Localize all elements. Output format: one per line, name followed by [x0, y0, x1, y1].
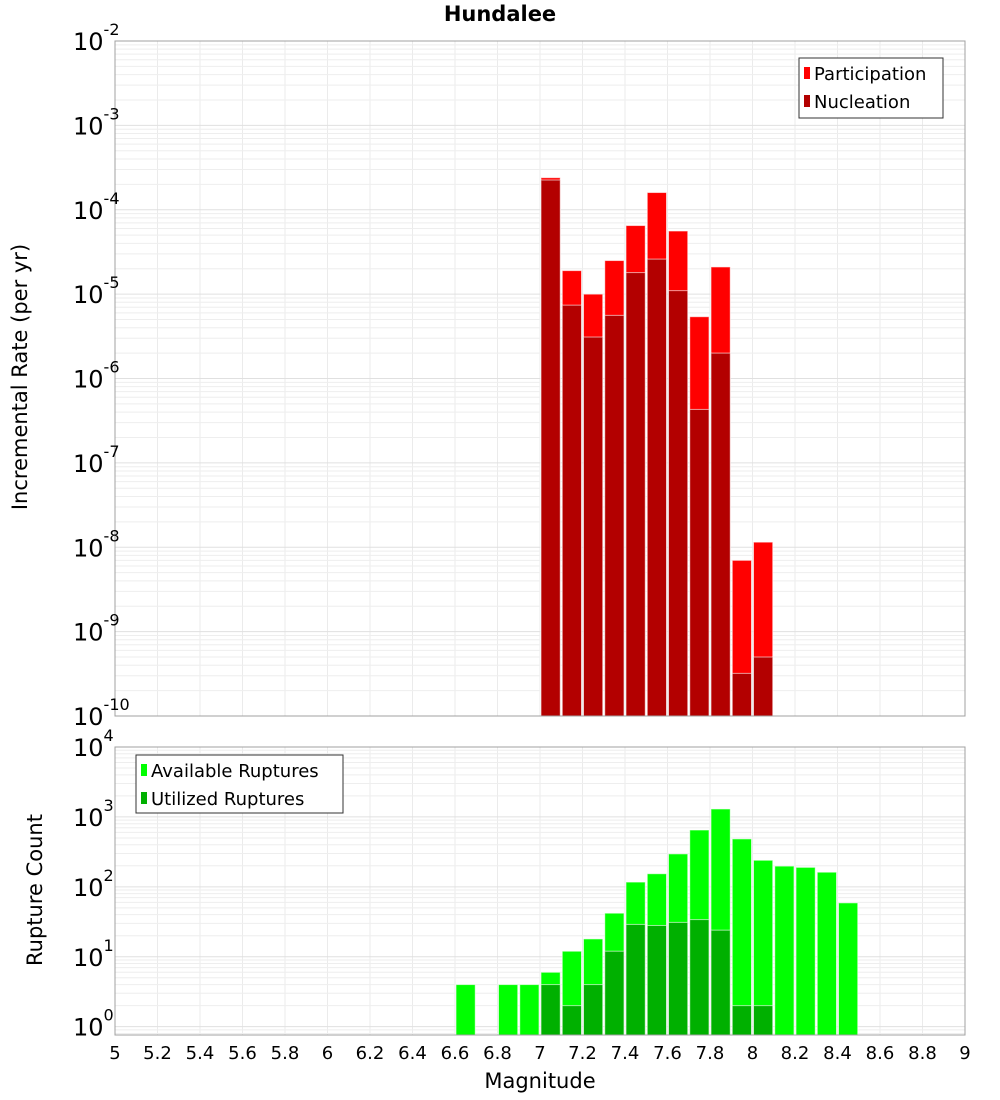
y-tick-label: 102: [73, 866, 114, 902]
x-axis-label: Magnitude: [484, 1069, 596, 1093]
x-tick-label: 8.4: [823, 1043, 852, 1064]
y-tick-exponent: -9: [104, 611, 120, 630]
y-tick-exponent: -6: [104, 358, 120, 377]
bar-available-ruptures: [498, 984, 519, 1036]
x-tick-label: 6: [322, 1043, 333, 1064]
y-tick-label: 103: [73, 796, 114, 832]
x-tick-label: 8.2: [781, 1043, 810, 1064]
y-tick-label: 10-7: [73, 442, 120, 478]
y-tick-label: 10-2: [73, 20, 120, 56]
y-tick-exponent: 4: [104, 726, 114, 745]
bar-nucleation: [561, 304, 582, 717]
bar-nucleation: [710, 352, 731, 717]
bar-utilized-ruptures: [625, 923, 646, 1036]
bar-available-ruptures: [774, 865, 795, 1036]
bar-utilized-ruptures: [540, 984, 561, 1036]
y-tick-label: 10-4: [73, 189, 120, 225]
bar-nucleation: [540, 179, 561, 717]
bar-utilized-ruptures: [731, 1005, 752, 1036]
y-tick-label: 10-5: [73, 273, 120, 309]
bar-nucleation: [604, 314, 625, 717]
plot-border: [114, 40, 966, 717]
bar-nucleation: [625, 272, 646, 717]
x-tick-label: 7: [534, 1043, 545, 1064]
x-tick-label: 6.2: [356, 1043, 385, 1064]
x-tick-label: 5.8: [271, 1043, 300, 1064]
x-tick-label: 7.2: [568, 1043, 597, 1064]
plot-border: [114, 746, 966, 1036]
y-tick-label: 101: [73, 936, 114, 972]
x-tick-label: 6.8: [483, 1043, 512, 1064]
bar-available-ruptures: [455, 984, 476, 1036]
legend-swatch: [804, 67, 810, 79]
bar-utilized-ruptures: [689, 919, 710, 1036]
y-tick-exponent: -3: [104, 104, 120, 123]
bar-utilized-ruptures: [561, 1005, 582, 1036]
bar-utilized-ruptures: [646, 924, 667, 1036]
x-tick-label: 5.6: [228, 1043, 257, 1064]
bar-available-ruptures: [838, 902, 859, 1036]
y-tick-exponent: -4: [104, 189, 120, 208]
bar-utilized-ruptures: [668, 921, 689, 1036]
x-tick-label: 8.6: [866, 1043, 895, 1064]
top-y-axis-label: Incremental Rate (per yr): [8, 243, 32, 511]
legend-swatch: [141, 764, 147, 776]
y-tick-label: 10-6: [73, 358, 120, 394]
x-tick-label: 5.4: [186, 1043, 215, 1064]
x-tick-label: 9: [959, 1043, 970, 1064]
y-tick-label: 10-8: [73, 526, 120, 562]
bar-nucleation: [753, 656, 774, 717]
bar-utilized-ruptures: [604, 950, 625, 1036]
bar-nucleation: [583, 336, 604, 717]
y-tick-exponent: -7: [104, 442, 120, 461]
legend-label: Nucleation: [814, 92, 910, 113]
x-tick-label: 7.6: [653, 1043, 682, 1064]
bar-nucleation: [731, 672, 752, 717]
bar-nucleation: [668, 290, 689, 717]
legend-label: Participation: [814, 64, 926, 85]
y-tick-exponent: 0: [104, 1006, 114, 1025]
legend-swatch: [141, 792, 147, 804]
bar-utilized-ruptures: [710, 929, 731, 1036]
legend-label: Utilized Ruptures: [151, 789, 304, 810]
bottom-y-axis-label: Rupture Count: [23, 814, 47, 966]
y-tick-label: 100: [73, 1006, 114, 1042]
y-tick-label: 10-3: [73, 104, 120, 140]
x-tick-label: 8: [747, 1043, 758, 1064]
y-tick-label: 104: [73, 726, 114, 762]
y-tick-label: 10-9: [73, 611, 120, 647]
y-tick-exponent: -2: [104, 20, 120, 39]
y-tick-exponent: 1: [104, 936, 114, 955]
x-tick-label: 7.4: [611, 1043, 640, 1064]
x-tick-label: 6.6: [441, 1043, 470, 1064]
bar-utilized-ruptures: [753, 1005, 774, 1036]
y-tick-exponent: -10: [104, 695, 130, 714]
bar-available-ruptures: [795, 866, 816, 1036]
legend-swatch: [804, 95, 810, 107]
legend-box: [135, 754, 344, 814]
legend-box: [798, 57, 944, 119]
x-tick-label: 5: [109, 1043, 120, 1064]
y-tick-exponent: -8: [104, 526, 120, 545]
bar-utilized-ruptures: [583, 984, 604, 1036]
y-tick-exponent: 2: [104, 866, 114, 885]
bar-available-ruptures: [519, 984, 540, 1036]
bar-nucleation: [689, 408, 710, 717]
x-tick-label: 7.8: [696, 1043, 725, 1064]
legend-label: Available Ruptures: [151, 761, 319, 782]
y-tick-label: 10-10: [73, 695, 130, 731]
x-tick-label: 6.4: [398, 1043, 427, 1064]
y-tick-exponent: 3: [104, 796, 114, 815]
bar-available-ruptures: [816, 871, 837, 1036]
x-tick-label: 5.2: [143, 1043, 172, 1064]
x-tick-label: 8.8: [908, 1043, 937, 1064]
y-tick-exponent: -5: [104, 273, 120, 292]
bar-nucleation: [646, 258, 667, 717]
chart-title: Hundalee: [443, 2, 557, 26]
